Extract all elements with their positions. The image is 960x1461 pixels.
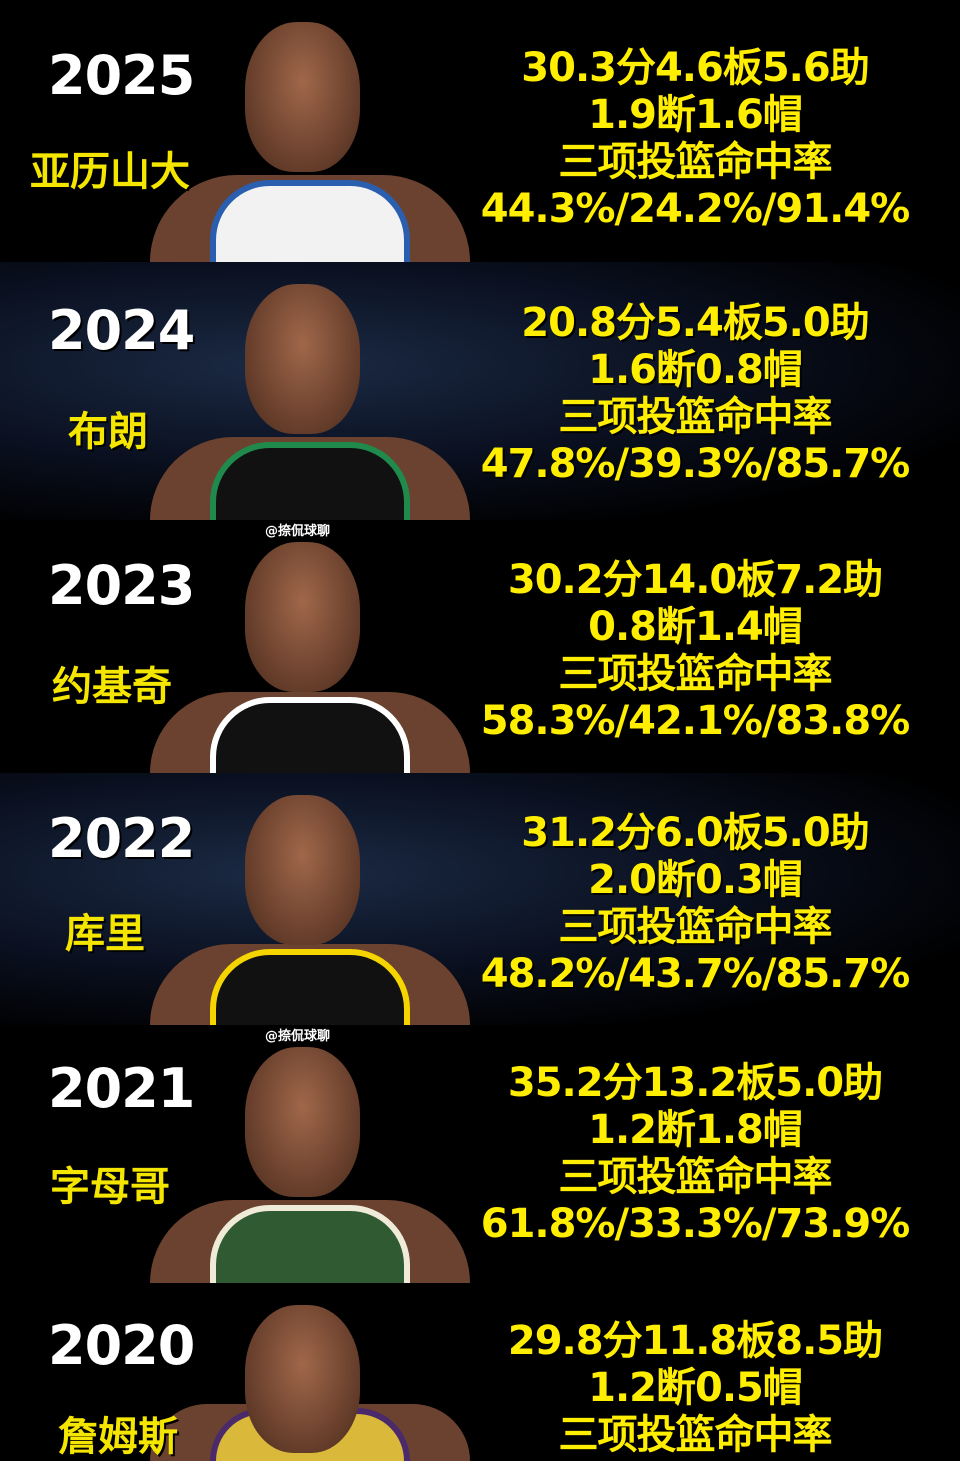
season-year: 2024 <box>48 299 195 362</box>
shooting-label: 三项投篮命中率 <box>558 904 833 950</box>
season-row: 2023 约基奇 30.2分14.0板7.2助 0.8断1.4帽 三项投篮命中率… <box>0 520 960 773</box>
shooting-percentages: 61.8%/33.3%/73.9% <box>480 1201 911 1247</box>
player-name: 字母哥 <box>50 1164 170 1210</box>
stats-line-defense: 1.2断1.8帽 <box>588 1107 803 1153</box>
player-photo <box>140 773 480 1025</box>
stats-line-defense: 1.2断0.5帽 <box>588 1365 803 1411</box>
season-row: 2022 库里 31.2分6.0板5.0助 2.0断0.3帽 三项投篮命中率 4… <box>0 773 960 1025</box>
player-stats: 20.8分5.4板5.0助 1.6断0.8帽 三项投篮命中率 47.8%/39.… <box>470 300 920 488</box>
season-row: 2024 布朗 20.8分5.4板5.0助 1.6断0.8帽 三项投篮命中率 4… <box>0 262 960 520</box>
player-photo <box>140 520 480 773</box>
shooting-label: 三项投篮命中率 <box>558 1154 833 1200</box>
season-row: 2021 字母哥 35.2分13.2板5.0助 1.2断1.8帽 三项投篮命中率… <box>0 1025 960 1283</box>
season-year: 2021 <box>48 1057 195 1120</box>
player-name: 库里 <box>65 911 145 957</box>
season-row: 2020 詹姆斯 29.8分11.8板8.5助 1.2断0.5帽 三项投篮命中率 <box>0 1283 960 1461</box>
stats-line-basic: 35.2分13.2板5.0助 <box>507 1060 883 1106</box>
season-year: 2022 <box>48 807 195 870</box>
player-photo <box>140 0 480 262</box>
season-year: 2020 <box>48 1314 195 1377</box>
player-stats: 35.2分13.2板5.0助 1.2断1.8帽 三项投篮命中率 61.8%/33… <box>470 1060 920 1248</box>
player-stats: 30.2分14.0板7.2助 0.8断1.4帽 三项投篮命中率 58.3%/42… <box>470 557 920 745</box>
player-stats: 29.8分11.8板8.5助 1.2断0.5帽 三项投篮命中率 <box>470 1318 920 1459</box>
shooting-percentages: 58.3%/42.1%/83.8% <box>480 698 911 744</box>
shooting-percentages: 44.3%/24.2%/91.4% <box>480 186 911 232</box>
stats-line-basic: 31.2分6.0板5.0助 <box>521 810 869 856</box>
shooting-label: 三项投篮命中率 <box>558 139 833 185</box>
player-name: 约基奇 <box>52 664 172 710</box>
player-name: 詹姆斯 <box>58 1414 178 1460</box>
shooting-label: 三项投篮命中率 <box>558 394 833 440</box>
shooting-label: 三项投篮命中率 <box>558 1412 833 1458</box>
season-row: 2025 亚历山大 30.3分4.6板5.6助 1.9断1.6帽 三项投篮命中率… <box>0 0 960 262</box>
player-photo <box>140 262 480 520</box>
player-name: 布朗 <box>68 409 148 455</box>
shooting-percentages: 48.2%/43.7%/85.7% <box>480 951 911 997</box>
stats-line-basic: 30.2分14.0板7.2助 <box>507 557 883 603</box>
stats-line-basic: 30.3分4.6板5.6助 <box>521 45 869 91</box>
player-photo <box>140 1025 480 1283</box>
shooting-percentages: 47.8%/39.3%/85.7% <box>480 441 911 487</box>
stats-line-defense: 1.6断0.8帽 <box>588 347 803 393</box>
stats-line-defense: 1.9断1.6帽 <box>588 92 803 138</box>
stats-line-basic: 20.8分5.4板5.0助 <box>521 300 869 346</box>
watermark: @捺侃球聊 <box>265 1029 331 1044</box>
stats-line-defense: 2.0断0.3帽 <box>588 857 803 903</box>
stats-line-basic: 29.8分11.8板8.5助 <box>507 1318 883 1364</box>
player-stats: 31.2分6.0板5.0助 2.0断0.3帽 三项投篮命中率 48.2%/43.… <box>470 810 920 998</box>
stats-line-defense: 0.8断1.4帽 <box>588 604 803 650</box>
player-photo <box>140 1283 480 1461</box>
player-stats: 30.3分4.6板5.6助 1.9断1.6帽 三项投篮命中率 44.3%/24.… <box>470 45 920 233</box>
player-name: 亚历山大 <box>30 149 190 195</box>
watermark: @捺侃球聊 <box>265 524 331 539</box>
season-year: 2025 <box>48 44 195 107</box>
season-year: 2023 <box>48 554 195 617</box>
shooting-label: 三项投篮命中率 <box>558 651 833 697</box>
